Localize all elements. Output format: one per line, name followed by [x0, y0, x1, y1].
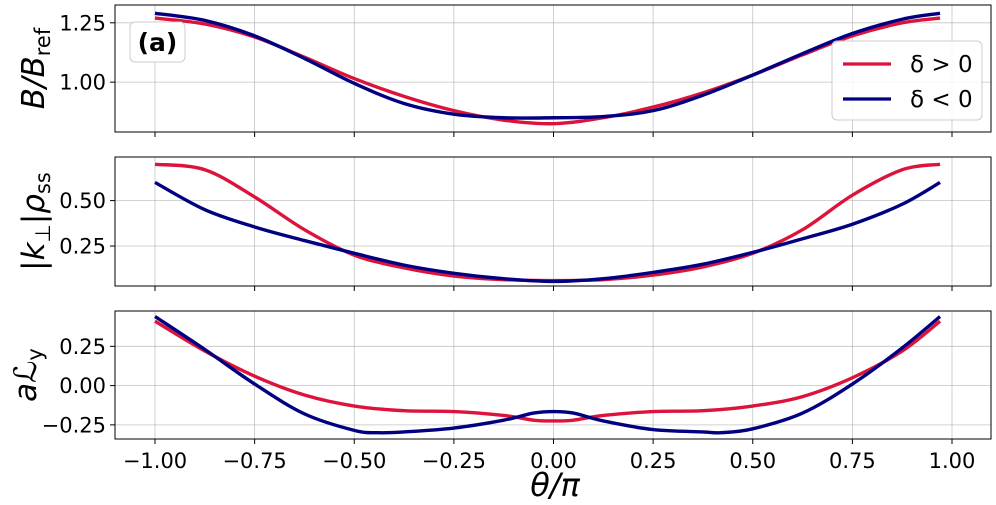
x-tick-label: −1.00 — [123, 449, 187, 473]
y-axis-label-main: B/B — [16, 56, 52, 109]
y-axis-label: aℒy — [8, 348, 47, 402]
y-axis-label-main: |k — [16, 241, 52, 270]
y-axis-label-sub: ⊥ — [31, 224, 55, 242]
x-tick-label: −0.75 — [222, 449, 286, 473]
y-tick-label: 1.25 — [59, 11, 106, 35]
series-line-delta-pos — [154, 319, 942, 423]
axes-frame — [114, 4, 992, 133]
y-tick-label: 0.25 — [59, 335, 106, 359]
legend-label-pos: δ > 0 — [910, 52, 973, 78]
series-line-delta-pos — [154, 16, 941, 126]
y-axis-label-sub: ref — [31, 27, 55, 56]
x-axis-label: θ/π — [530, 466, 580, 504]
x-tick-label: 0.25 — [630, 449, 677, 473]
legend: δ > 0 δ < 0 — [831, 40, 983, 121]
y-tick-label: 0.50 — [59, 189, 106, 213]
panel-3: −0.25 0.00 0.25 −1.00 −0.75 −0.50 −0.25 0.00 0.2… — [8, 310, 992, 473]
series-line-delta-pos — [154, 162, 941, 283]
panel-1: 1.001.25B/Bref — [16, 4, 992, 137]
x-tick-label: 0.75 — [829, 449, 876, 473]
y-tick-label: 0.00 — [59, 374, 106, 398]
series-line-delta-neg — [154, 11, 941, 120]
y-tick-label: 0.25 — [59, 235, 106, 259]
axes-frame — [114, 310, 992, 440]
y-axis-label-main: aℒ — [8, 361, 44, 402]
panel-tag: (a) — [129, 21, 186, 63]
legend-label-neg: δ < 0 — [910, 87, 973, 113]
overlay: (a) δ > 0 δ < 0 θ/π — [129, 21, 983, 504]
x-tick-label: −0.50 — [322, 449, 386, 473]
series-line-delta-neg — [154, 180, 941, 284]
y-tick-label: −0.25 — [42, 413, 106, 437]
y-axis-label-main: |ρ — [16, 194, 52, 224]
x-tick-label: 0.50 — [729, 449, 776, 473]
x-tick-label: 1.00 — [929, 449, 976, 473]
y-tick-label: 1.00 — [59, 71, 106, 95]
y-axis-label: |k⊥|ρss — [16, 172, 55, 271]
x-tick-label: −0.25 — [422, 449, 486, 473]
series-line-delta-neg — [154, 315, 942, 435]
panel-tag-text: (a) — [138, 28, 178, 57]
y-axis-label: B/Bref — [16, 27, 55, 109]
y-axis-label-sub: ss — [31, 172, 55, 194]
panels: 1.001.25B/Bref0.250.50|k⊥|ρss−0.250.000.… — [8, 4, 992, 473]
y-axis-label-sub: y — [23, 348, 47, 360]
x-tick-label: 0.00 — [530, 449, 577, 473]
axes-frame — [114, 156, 992, 287]
panel-2: 0.250.50|k⊥|ρss — [16, 156, 992, 291]
